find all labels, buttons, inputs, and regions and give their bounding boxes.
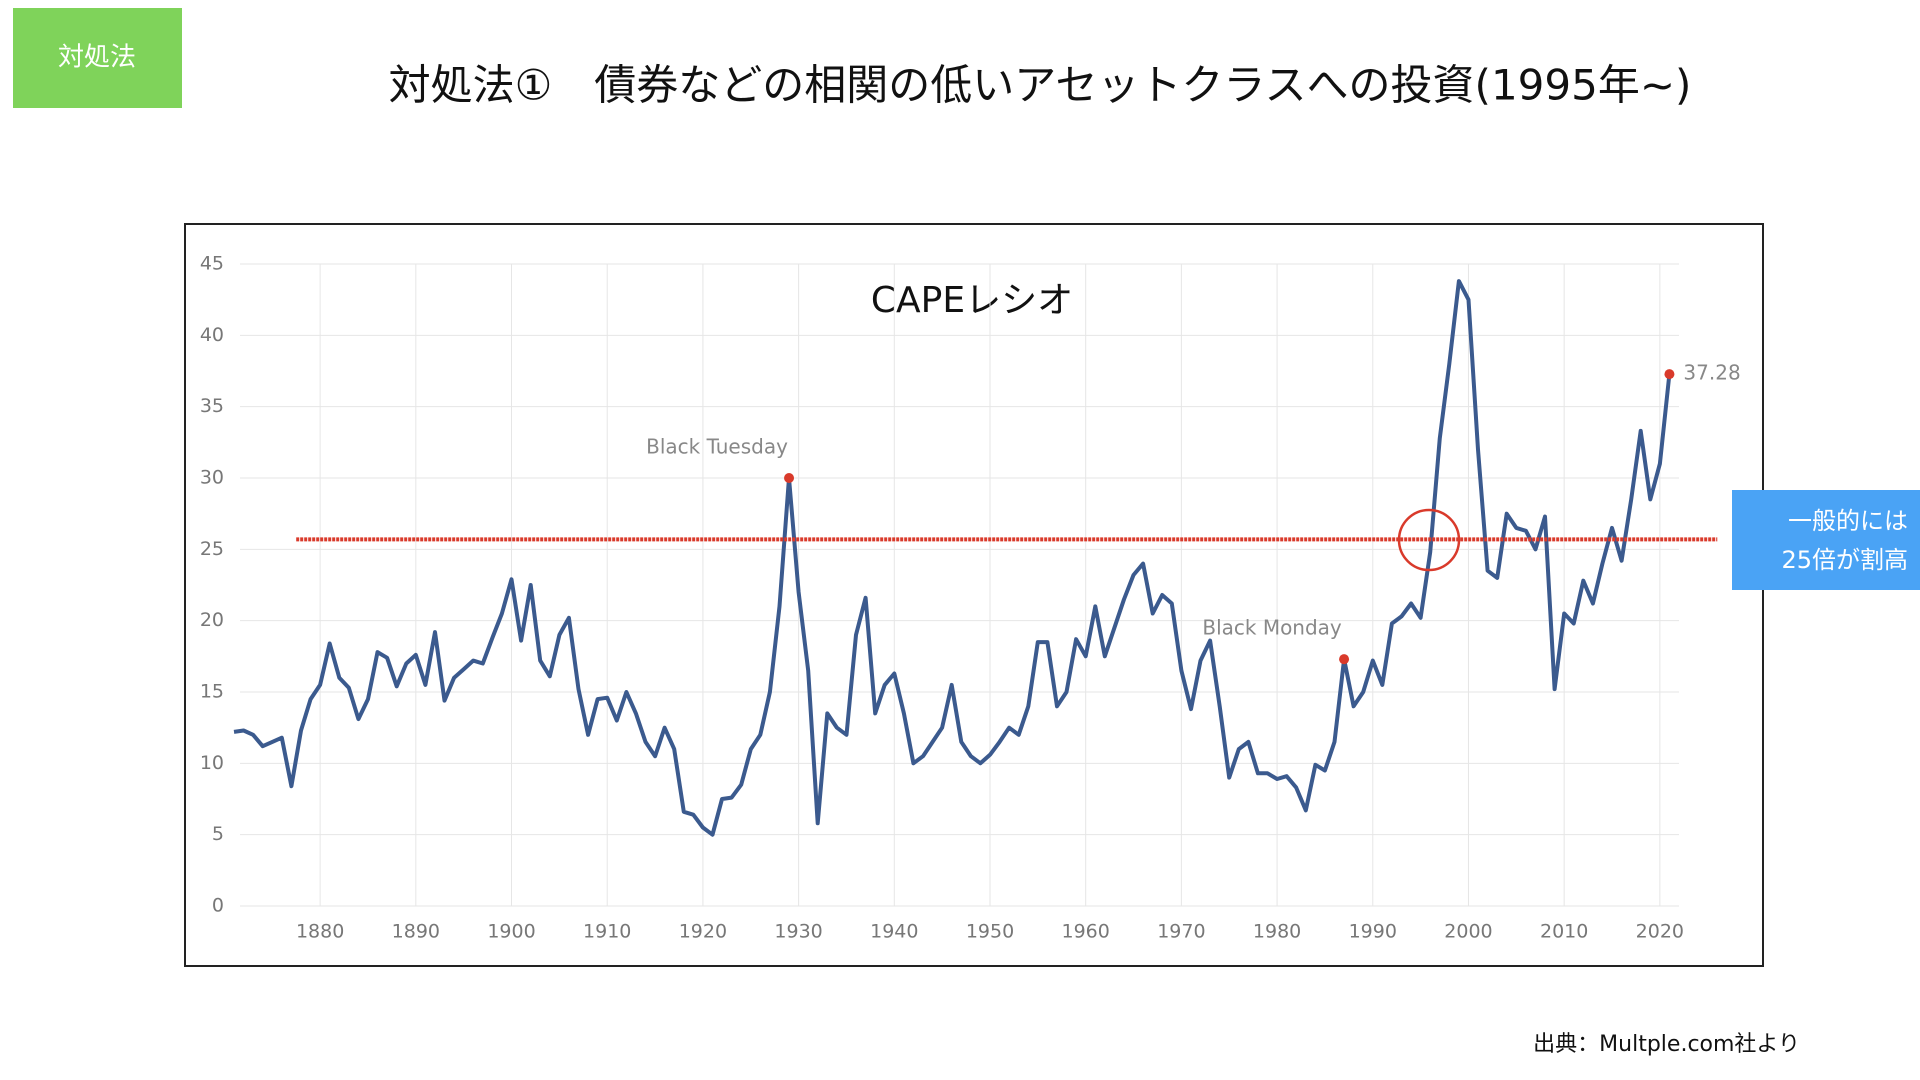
x-tick-label: 1910 (583, 921, 631, 943)
x-tick-label: 2000 (1444, 921, 1492, 943)
y-tick-label: 45 (200, 253, 224, 275)
highlight-circle (1397, 508, 1461, 572)
y-tick-label: 40 (200, 324, 224, 346)
annotation-label: Black Tuesday (646, 435, 788, 459)
x-tick-label: 1920 (679, 921, 727, 943)
y-tick-label: 10 (200, 752, 224, 774)
x-tick-label: 2010 (1540, 921, 1588, 943)
callout-line: 一般的には (1788, 507, 1908, 535)
slide-title: 対処法① 債券などの相関の低いアセットクラスへの投資(1995年~) (389, 61, 1692, 110)
x-tick-label: 1950 (966, 921, 1014, 943)
annotation-dot (1339, 654, 1350, 665)
chart-title: CAPEレシオ (871, 280, 1073, 321)
x-tick-label: 1930 (774, 921, 822, 943)
chart-frame (184, 223, 1764, 967)
x-tick-label: 1940 (870, 921, 918, 943)
x-tick-label: 1880 (296, 921, 344, 943)
callout-box (1732, 490, 1920, 590)
y-tick-label: 25 (200, 538, 224, 560)
callout-line: 25倍が割高 (1781, 546, 1908, 574)
y-tick-label: 5 (212, 823, 224, 845)
x-tick-label: 2020 (1636, 921, 1684, 943)
x-tick-label: 1990 (1349, 921, 1397, 943)
x-tick-label: 1890 (392, 921, 440, 943)
x-tick-label: 1970 (1157, 921, 1205, 943)
plot: 0 5 10 15 20 25 30 35 40 45 1880 1890 1900 1910 1920 19… (200, 253, 1741, 943)
x-tick-label: 1980 (1253, 921, 1301, 943)
annotation-label: 37.28 (1683, 361, 1740, 385)
source-note: 出典：Multple.com社より (1533, 1032, 1800, 1057)
annotation-label: Black Monday (1202, 616, 1342, 640)
y-tick-label: 30 (200, 467, 224, 489)
cape-line (233, 279, 1672, 837)
y-tick-label: 15 (200, 681, 224, 703)
tag-box (13, 8, 182, 108)
annotation-dot (1664, 369, 1675, 380)
y-tick-label: 35 (200, 395, 224, 417)
y-tick-label: 0 (212, 895, 224, 917)
tag-label: 対処法 (58, 43, 136, 73)
annotation-dot (784, 473, 795, 483)
x-tick-label: 1900 (487, 921, 535, 943)
y-tick-label: 20 (200, 609, 224, 631)
x-tick-label: 1960 (1062, 921, 1110, 943)
